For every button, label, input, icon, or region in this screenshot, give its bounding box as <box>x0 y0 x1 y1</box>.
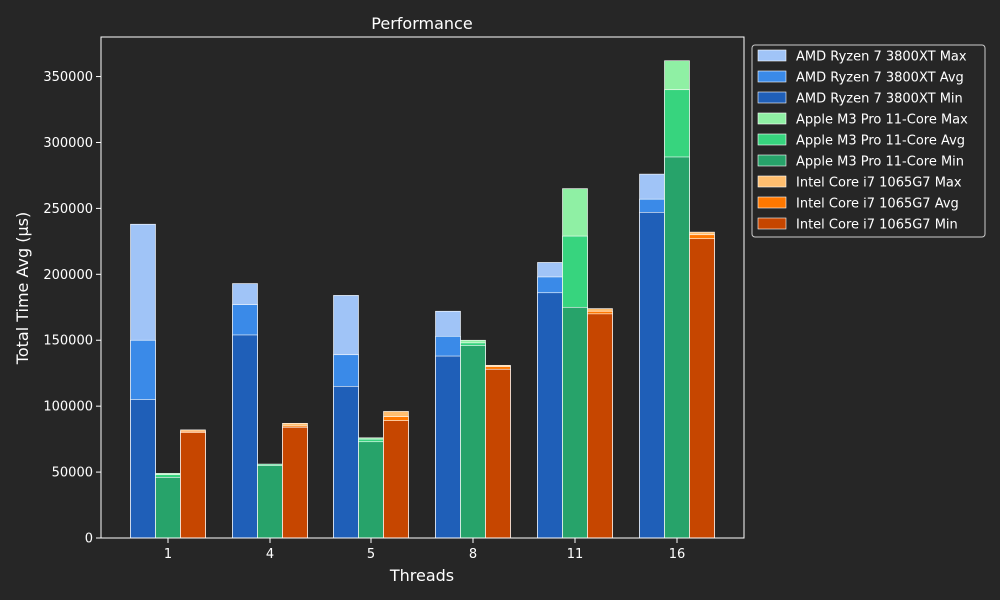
bar-min-1-16 <box>664 156 690 539</box>
legend-label: Intel Core i7 1065G7 Max <box>796 176 962 191</box>
bar-min-2-16 <box>689 238 715 539</box>
x-tick-label: 1 <box>164 547 172 562</box>
x-tick-label: 11 <box>567 547 584 562</box>
bars-layer <box>130 60 715 539</box>
legend-label: Apple M3 Pro 11-Core Max <box>796 113 968 128</box>
bar-min-0-11 <box>537 292 563 539</box>
y-tick-label: 250000 <box>43 202 93 217</box>
bar-min-1-8 <box>460 345 486 539</box>
bar-min-0-4 <box>232 334 258 539</box>
legend-swatch <box>757 154 787 167</box>
legend-box <box>751 44 986 238</box>
x-tick-label: 5 <box>367 547 375 562</box>
x-tick-label: 4 <box>266 547 274 562</box>
x-tick-label: 16 <box>669 547 686 562</box>
legend-label: Intel Core i7 1065G7 Min <box>796 218 958 233</box>
legend-swatch <box>757 175 787 188</box>
bar-min-0-16 <box>639 212 665 539</box>
legend-label: Intel Core i7 1065G7 Avg <box>796 197 959 212</box>
bar-min-2-11 <box>587 313 613 539</box>
y-tick-label: 350000 <box>43 70 93 85</box>
legend-swatch <box>757 133 787 146</box>
y-tick-label: 0 <box>85 532 93 547</box>
bar-min-0-8 <box>435 355 461 539</box>
legend-label: AMD Ryzen 7 3800XT Min <box>796 92 963 107</box>
x-axis-label: Threads <box>389 566 454 585</box>
legend-label: AMD Ryzen 7 3800XT Avg <box>796 71 964 86</box>
legend-label: Apple M3 Pro 11-Core Min <box>796 155 964 170</box>
y-tick-label: 200000 <box>43 268 93 283</box>
y-tick-label: 100000 <box>43 400 93 415</box>
legend-swatch <box>757 196 787 209</box>
bar-min-2-8 <box>485 368 511 539</box>
chart-title: Performance <box>371 14 472 33</box>
plot-frame <box>100 36 745 539</box>
legend-swatch <box>757 49 787 62</box>
legend-swatch <box>757 70 787 83</box>
bar-min-1-4 <box>257 465 283 539</box>
bar-min-1-11 <box>562 306 588 539</box>
legend-swatch <box>757 91 787 104</box>
y-tick-label: 150000 <box>43 334 93 349</box>
y-axis-label: Total Time Avg (µs) <box>13 212 32 365</box>
x-axis: 1 4 5 8 11 16 <box>164 538 685 562</box>
bar-min-0-5 <box>333 386 359 539</box>
y-axis: 0 50000 100000 150000 200000 250000 300000 3500… <box>43 70 101 547</box>
bar-min-0-1 <box>130 399 156 539</box>
bar-min-2-1 <box>180 432 206 539</box>
legend-label: AMD Ryzen 7 3800XT Max <box>796 50 967 65</box>
bar-min-2-4 <box>282 426 308 539</box>
y-tick-label: 50000 <box>52 466 93 481</box>
x-tick-label: 8 <box>469 547 477 562</box>
legend-swatch <box>757 112 787 125</box>
bar-min-1-5 <box>358 441 384 539</box>
legend-label: Apple M3 Pro 11-Core Avg <box>796 134 965 149</box>
bar-min-1-1 <box>155 477 181 539</box>
legend: AMD Ryzen 7 3800XT Max AMD Ryzen 7 3800XT… <box>751 44 986 238</box>
y-tick-label: 300000 <box>43 136 93 151</box>
legend-swatch <box>757 217 787 230</box>
bar-min-2-5 <box>383 420 409 539</box>
